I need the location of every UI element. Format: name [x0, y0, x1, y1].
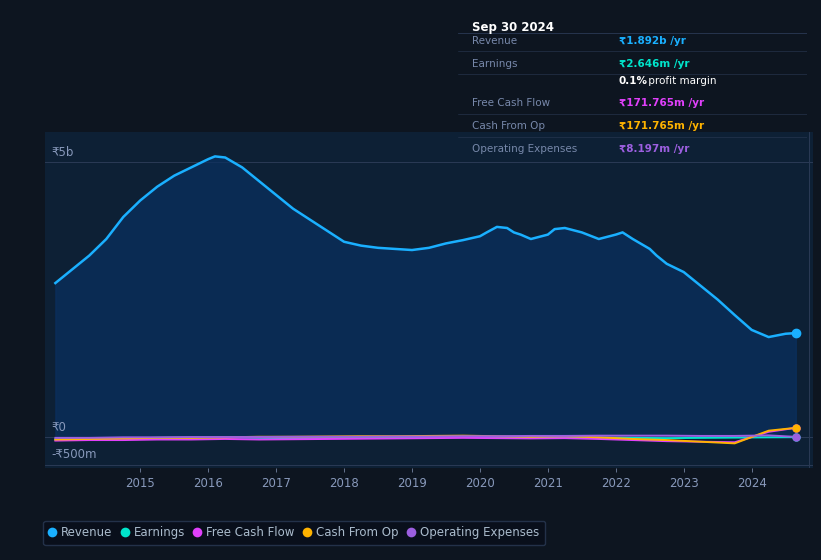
Legend: Revenue, Earnings, Free Cash Flow, Cash From Op, Operating Expenses: Revenue, Earnings, Free Cash Flow, Cash … — [44, 521, 545, 545]
Text: Cash From Op: Cash From Op — [472, 122, 545, 131]
Text: ₹5b: ₹5b — [51, 146, 74, 158]
Text: Free Cash Flow: Free Cash Flow — [472, 99, 550, 109]
Text: ₹2.646m /yr: ₹2.646m /yr — [619, 59, 689, 69]
Text: Revenue: Revenue — [472, 36, 517, 46]
Text: Earnings: Earnings — [472, 59, 517, 69]
Text: ₹0: ₹0 — [51, 421, 67, 434]
Text: 0.1%: 0.1% — [619, 76, 648, 86]
Text: ₹8.197m /yr: ₹8.197m /yr — [619, 144, 689, 154]
Text: -₹500m: -₹500m — [51, 449, 97, 461]
Text: Sep 30 2024: Sep 30 2024 — [472, 21, 554, 34]
Text: ₹171.765m /yr: ₹171.765m /yr — [619, 122, 704, 131]
Text: ₹1.892b /yr: ₹1.892b /yr — [619, 36, 686, 46]
Text: Operating Expenses: Operating Expenses — [472, 144, 577, 154]
Text: profit margin: profit margin — [644, 76, 716, 86]
Text: ₹171.765m /yr: ₹171.765m /yr — [619, 99, 704, 109]
